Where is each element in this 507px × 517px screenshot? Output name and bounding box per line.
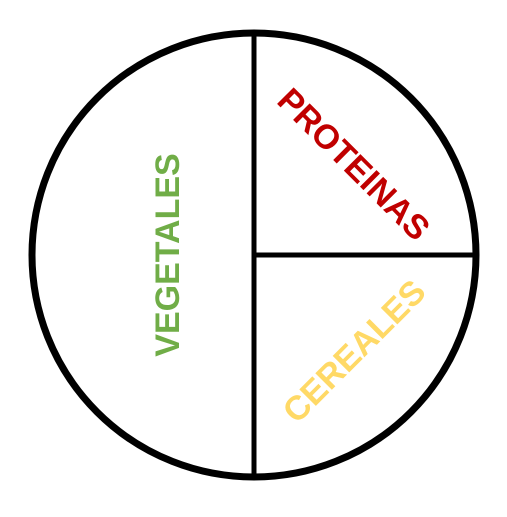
cereals-label: CEREALES — [276, 273, 434, 431]
proteins-label: PROTEINAS — [270, 81, 437, 248]
vegetables-label: VEGETALES — [149, 153, 187, 356]
